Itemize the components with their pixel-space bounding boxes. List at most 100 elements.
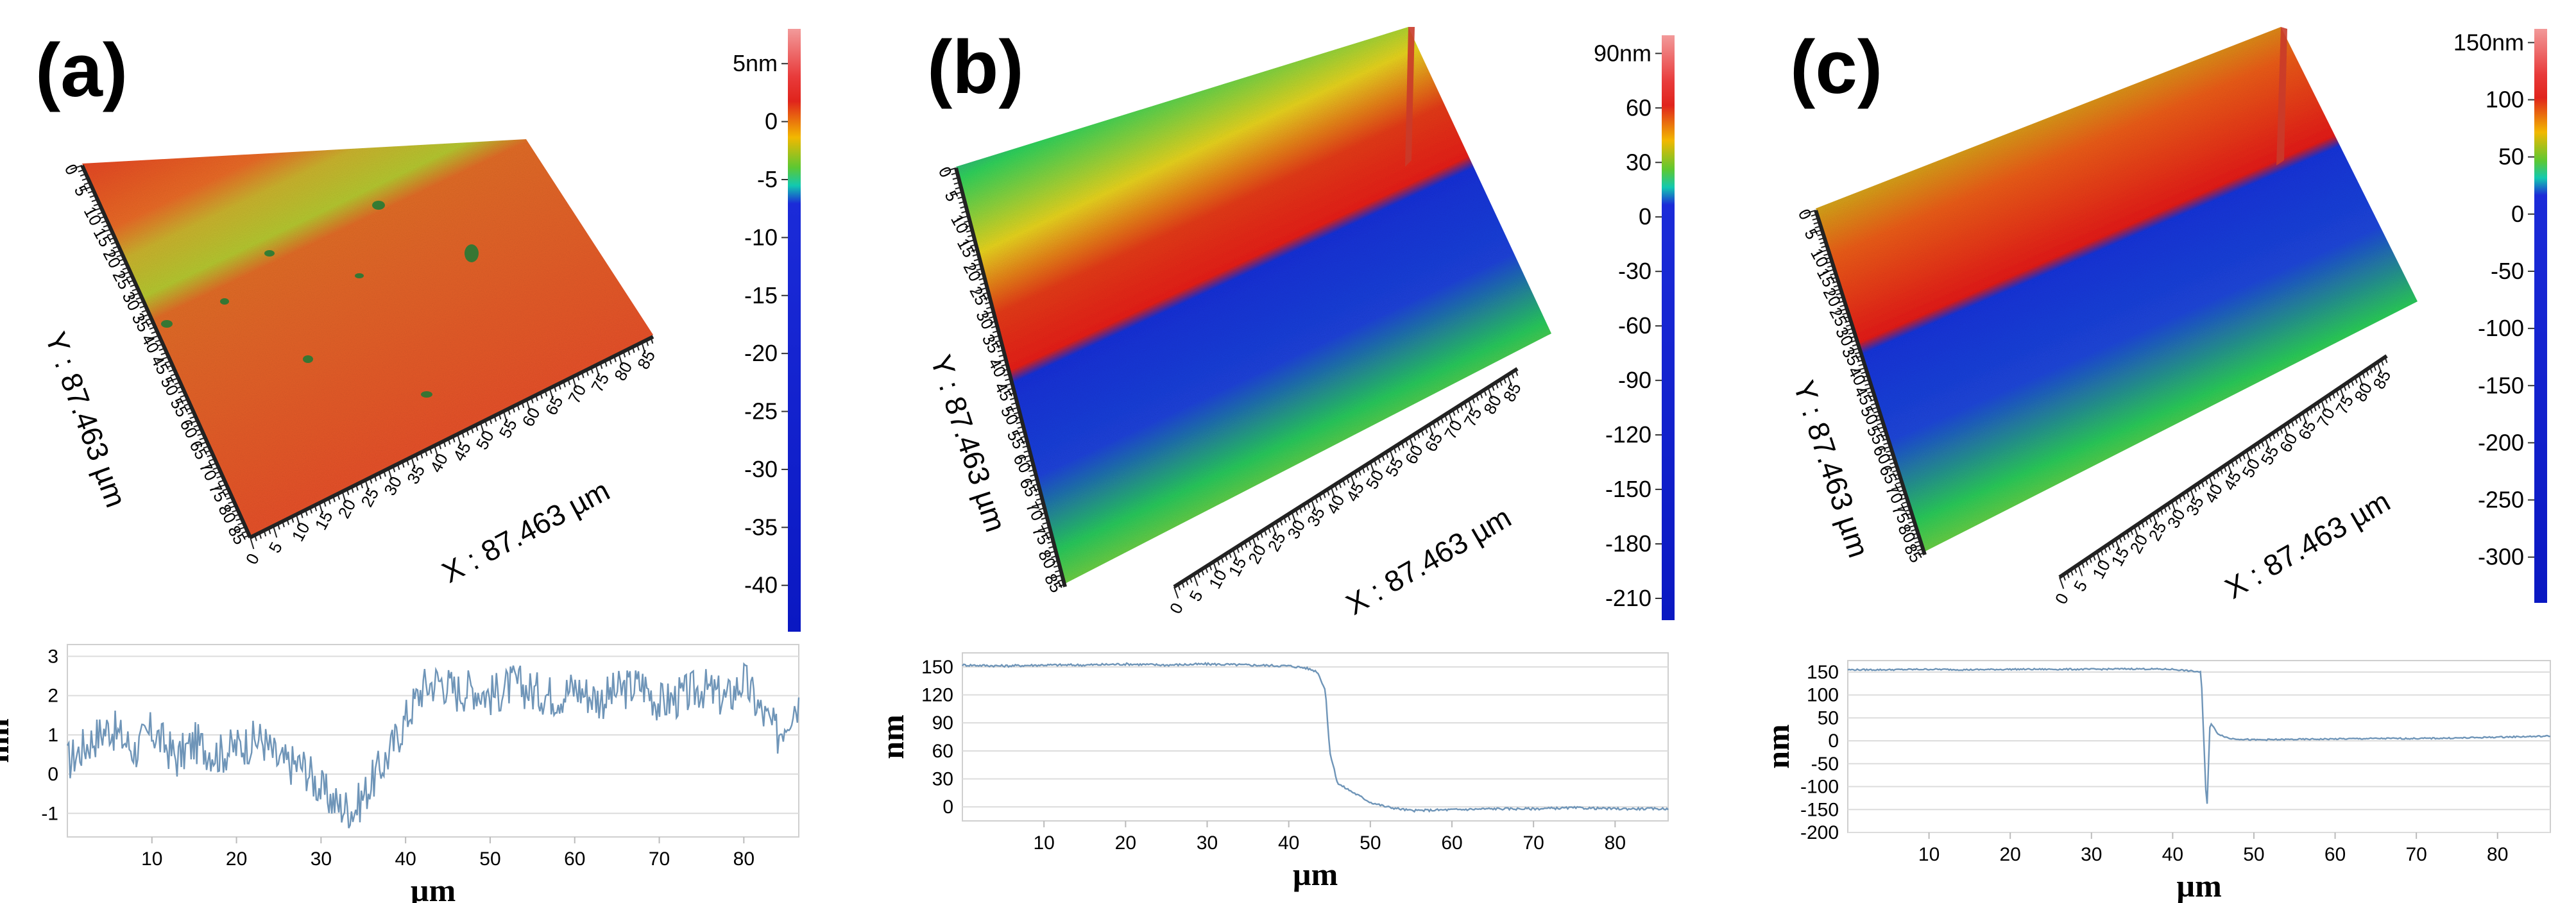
y-tick-label-b: 5 [941, 187, 962, 205]
y-axis-tick-c [1854, 351, 1861, 355]
y-tick-label-c: 5 [1800, 225, 1821, 242]
x-axis-tick-c [2343, 384, 2347, 391]
colorbar-tick-label-c: 100 [2486, 87, 2524, 113]
x-axis-tick-c [2174, 498, 2178, 505]
y-axis-tick-b [1032, 483, 1039, 487]
y-axis-tick-a [93, 203, 100, 207]
colorbar-tick-label-b: -150 [1605, 476, 1651, 502]
y-axis-tick-a [164, 360, 171, 364]
y-axis-tick-c [1881, 434, 1888, 437]
y-axis-tick-b [982, 292, 989, 295]
y-axis-tick-c [1898, 489, 1905, 493]
colorbar-tick-label-c: -150 [2478, 372, 2524, 398]
profile-line-b [962, 661, 1669, 813]
x-axis-tick-b [1358, 469, 1361, 476]
tick-group-a [70, 165, 654, 550]
y-axis-tick-a [193, 424, 200, 428]
x-tick-label-a: 20 [334, 496, 359, 522]
x-axis-tick-a [401, 461, 405, 468]
x-axis-tick-c [2111, 541, 2115, 548]
profile-x-tick-label-c: 70 [2405, 844, 2427, 865]
x-axis-tick-a [282, 521, 285, 528]
x-axis-tick-a [502, 410, 508, 423]
colorbar-tick-label-b: -210 [1605, 585, 1651, 611]
colorbar-a-ticks: 5nm 0 -5 -10 -15 -20 -25 -30 -35 -40 [733, 50, 788, 598]
profile-y-tick-label-a: -1 [41, 803, 58, 824]
profile-x-tick-label-b: 30 [1197, 832, 1218, 854]
y-axis-tick-b [994, 339, 1002, 343]
profile-y-tick-label-a: 1 [47, 725, 58, 746]
y-axis-tick-b [957, 215, 969, 221]
colorbar-tick-label-a: -30 [744, 456, 778, 482]
y-axis-tick-c [1843, 316, 1850, 319]
x-tick-label-a: 60 [518, 404, 544, 430]
x-axis-tick-b [1436, 419, 1440, 426]
x-axis-tick-b [1467, 400, 1474, 412]
y-axis-tick-b [1048, 545, 1055, 549]
x-tick-label-a: 10 [288, 519, 314, 544]
colorbar-tick-label-c: -100 [2478, 315, 2524, 341]
x-axis-tick-b [1181, 581, 1185, 588]
y-axis-tick-c [1886, 450, 1892, 453]
y-tick-label-a: 5 [71, 182, 92, 199]
y-axis-tick-b [980, 282, 986, 285]
x-axis-tick-b [1193, 574, 1198, 586]
y-axis-label-b: Y : 87.463 µm [924, 351, 1012, 536]
surface-c-step-wall [2276, 27, 2287, 165]
x-axis-tick-b [1267, 527, 1271, 534]
y-axis-tick-b [975, 287, 987, 292]
profile-y-label-a: nm [0, 718, 15, 763]
y-axis-tick-b [989, 320, 996, 324]
y-axis-tick-b [1025, 478, 1037, 484]
colorbar-c-ticks: 150nm 100 50 0 -50 -100 -150 -200 -250 -300 [2453, 29, 2534, 570]
x-axis-tick-b [1263, 529, 1267, 536]
x-axis-tick-b [1213, 561, 1218, 574]
x-axis-tick-b [1515, 369, 1519, 376]
x-axis-tick-b [1503, 377, 1506, 384]
x-axis-tick-b [1440, 417, 1444, 423]
y-axis-tick-c [1862, 375, 1868, 378]
x-axis-tick-a [563, 381, 566, 387]
x-axis-tick-b [1216, 559, 1220, 566]
y-axis-tick-a [145, 317, 152, 321]
x-axis-tick-b [1346, 477, 1350, 484]
x-axis-tick-c [2190, 488, 2196, 501]
y-axis-tick-a [160, 351, 167, 355]
x-axis-tick-c [2231, 460, 2235, 467]
x-axis-tick-a [438, 443, 442, 450]
x-axis-tick-a [429, 448, 432, 454]
x-tick-label-a: 45 [449, 439, 475, 464]
x-axis-tick-b [1197, 571, 1200, 578]
profile-x-tick-label-b: 70 [1523, 832, 1544, 854]
x-axis-tick-a [618, 353, 623, 366]
profile-y-tick-label-b: 30 [932, 769, 953, 790]
colorbar-tick-label-b: 30 [1626, 149, 1651, 175]
y-axis-tick-c [1842, 312, 1848, 316]
x-axis-tick-b [1244, 541, 1248, 548]
x-axis-tick-a [250, 537, 255, 550]
x-axis-tick-b [1252, 536, 1258, 549]
x-axis-tick-b [1448, 412, 1454, 425]
x-axis-tick-a [259, 532, 262, 539]
x-axis-tick-b [1393, 446, 1397, 453]
x-axis-tick-a [397, 464, 400, 470]
x-axis-tick-c [2122, 534, 2126, 541]
x-axis-tick-b [1228, 552, 1232, 558]
y-axis-tick-b [1009, 392, 1015, 396]
profile-y-tick-label-b: 0 [943, 797, 953, 818]
profile-y-tick-label-a: 3 [47, 646, 58, 667]
y-axis-tick-c [1829, 288, 1841, 294]
x-axis-tick-a [535, 394, 538, 401]
colorbar-tick-label-b: -180 [1605, 530, 1651, 557]
y-axis-tick-c [1812, 217, 1819, 221]
y-axis-tick-c [1839, 304, 1846, 308]
profile-x-tick-label-c: 20 [1999, 844, 2020, 865]
x-axis-tick-a [609, 358, 612, 365]
x-axis-tick-b [1224, 554, 1228, 561]
y-tick-label-c: 0 [1795, 206, 1816, 223]
y-axis-tick-c [1817, 233, 1823, 237]
y-axis-tick-b [952, 176, 959, 180]
x-axis-tick-c [2223, 466, 2227, 472]
y-axis-tick-c [1825, 257, 1831, 260]
y-axis-tick-a [128, 280, 135, 283]
